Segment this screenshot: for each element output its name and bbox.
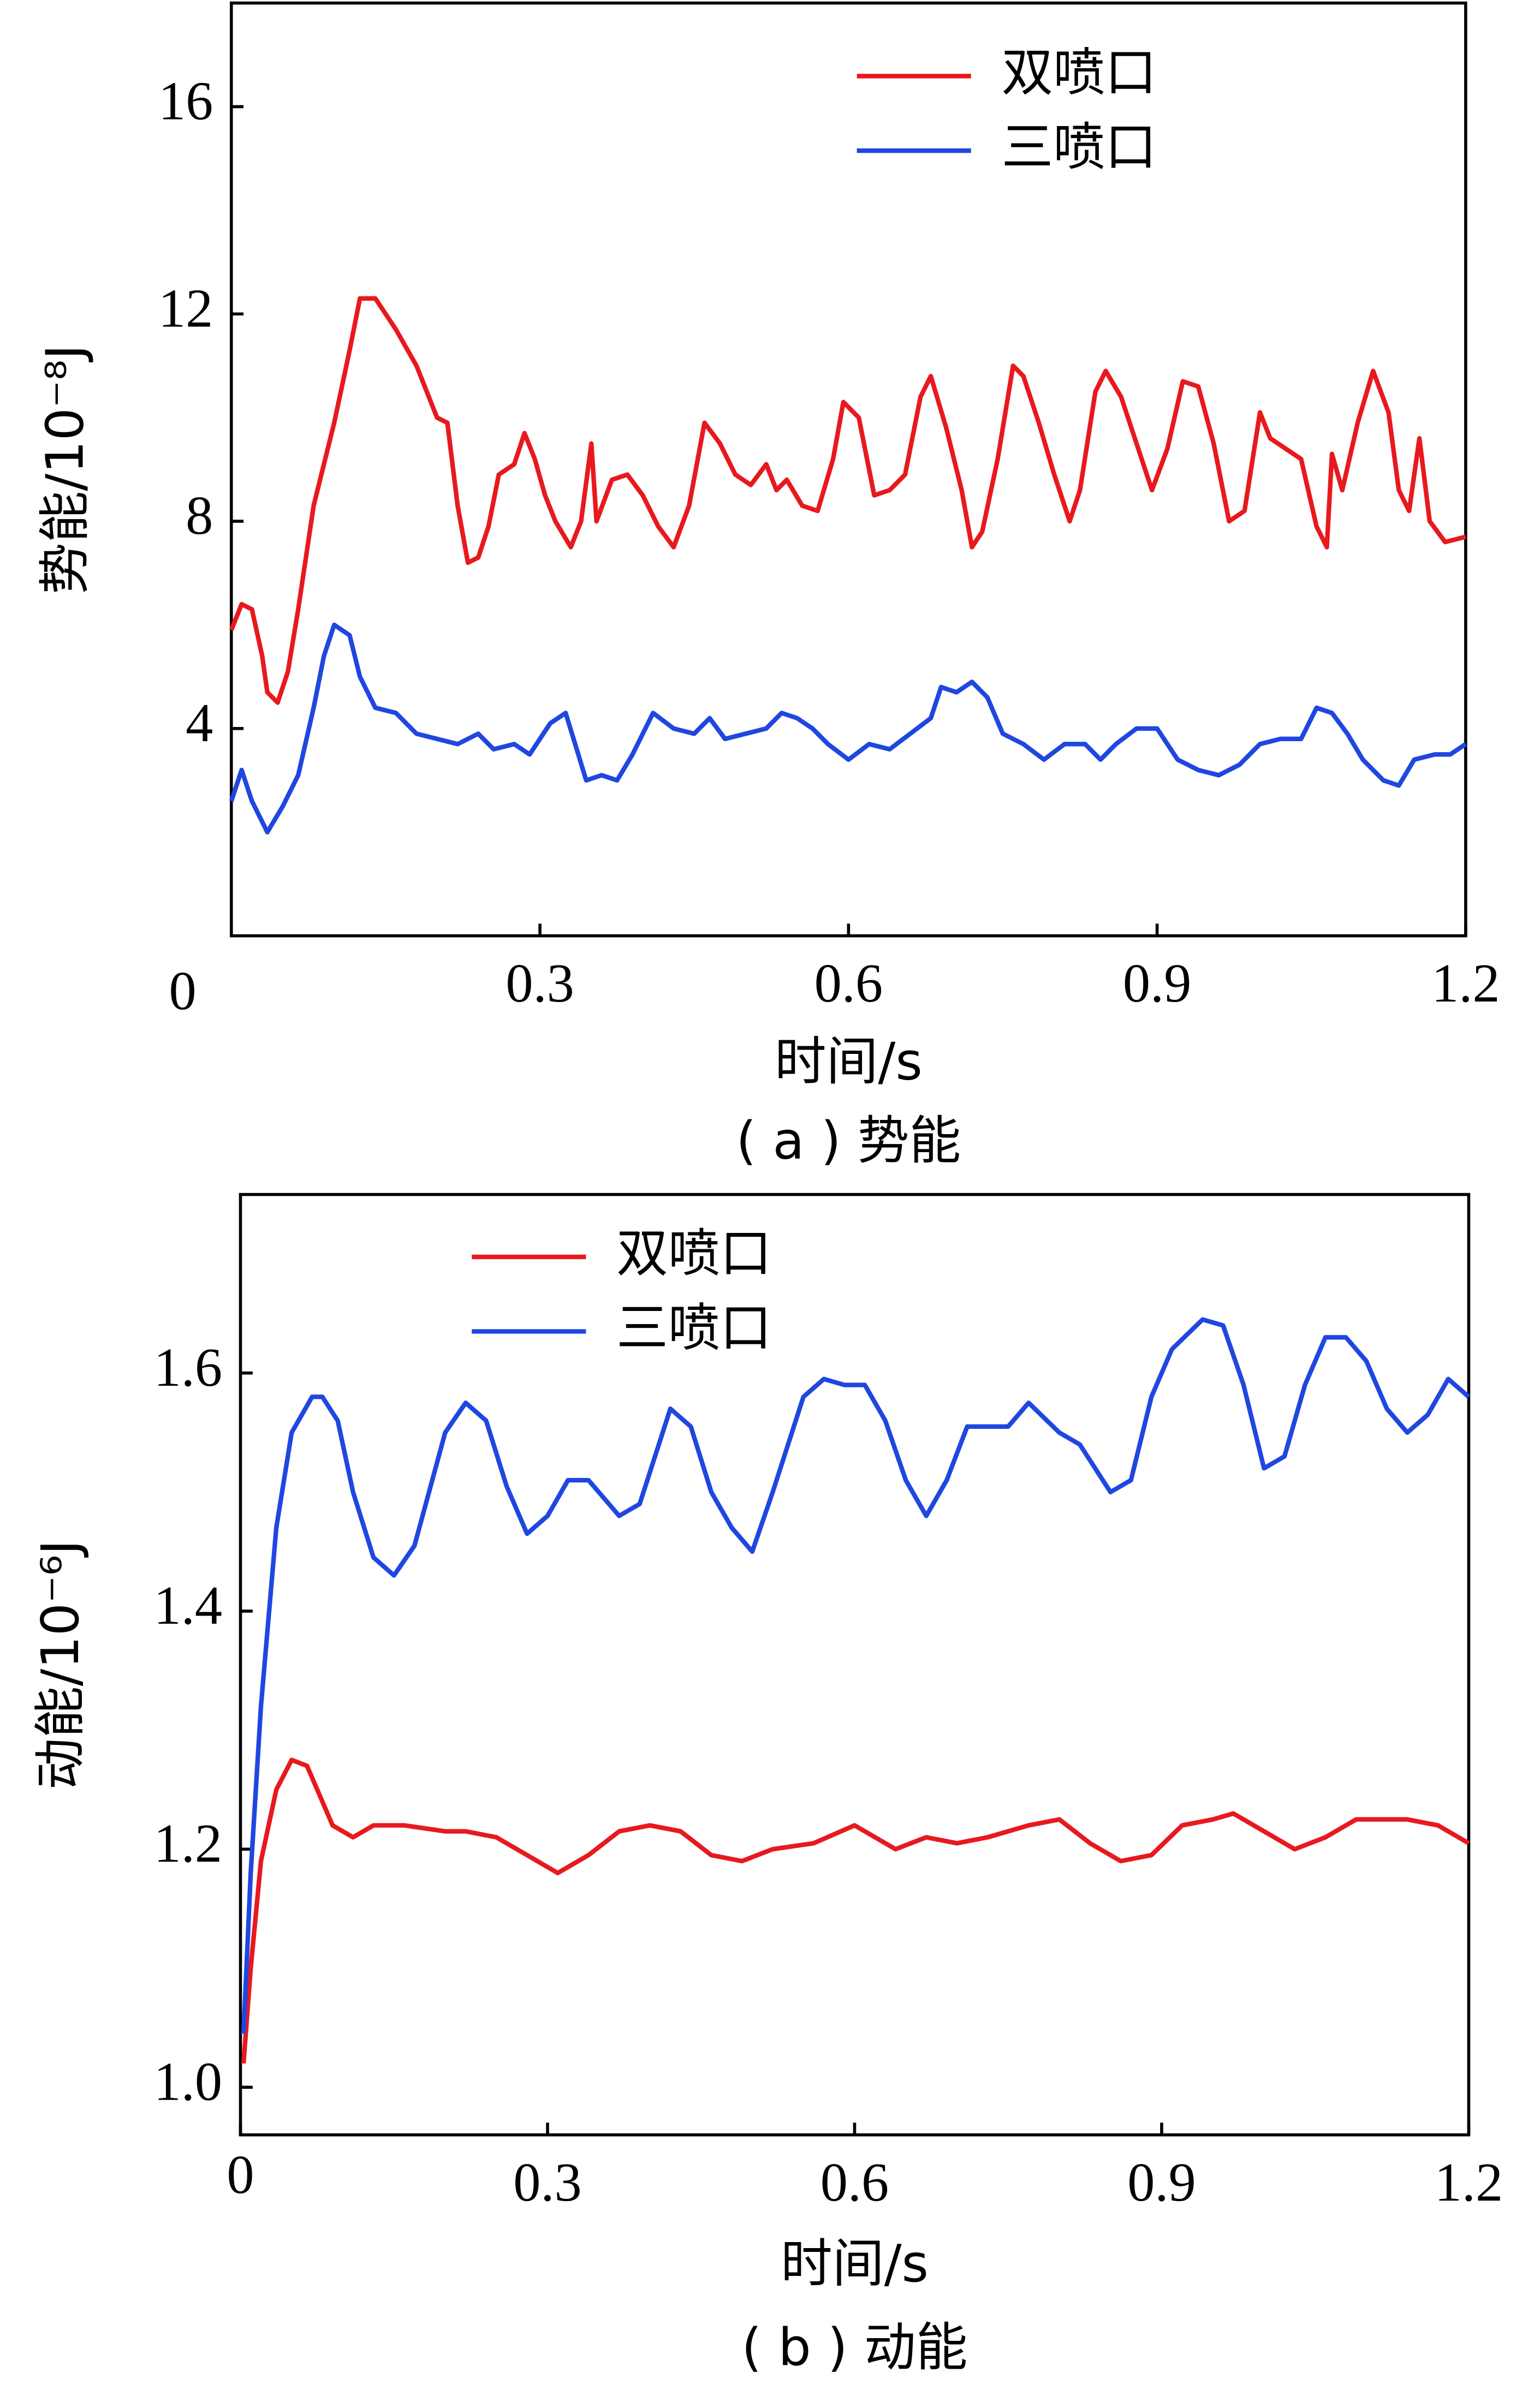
y-tick-label: 4 xyxy=(186,693,213,753)
x-tick-label: 0.6 xyxy=(814,953,883,1014)
chart-caption: ( b ) 动能 xyxy=(741,2317,967,2377)
plot-frame xyxy=(229,1,1467,938)
y-tick-label: 12 xyxy=(158,278,213,338)
y-axis-label: 势能/10⁻⁸J xyxy=(35,344,95,594)
data-line xyxy=(229,296,1466,705)
y-tick-label: 1.0 xyxy=(154,2051,222,2112)
y-tick-label: 1.2 xyxy=(154,1813,222,1874)
y-axis-label: 动能/10⁻⁶J xyxy=(31,1540,91,1790)
x-tick-label: 0.9 xyxy=(1123,953,1191,1014)
x-tick-label: 0.6 xyxy=(821,2152,889,2213)
data-line xyxy=(241,1757,1470,2064)
x-axis-label: 时间/s xyxy=(775,1032,923,1092)
x-tick-label: 1.2 xyxy=(1435,2152,1503,2213)
x-axis-label: 时间/s xyxy=(781,2234,929,2294)
data-line xyxy=(241,1317,1471,2034)
x-tick-label: 0 xyxy=(227,2144,254,2205)
data-line xyxy=(229,622,1467,835)
y-tick-label: 1.6 xyxy=(154,1337,222,1398)
y-tick-label: 16 xyxy=(158,71,213,132)
chart-caption: ( a ) 势能 xyxy=(736,1111,961,1171)
x-tick-label: 1.2 xyxy=(1431,953,1500,1014)
x-tick-label: 0.3 xyxy=(513,2152,581,2213)
legend-label: 三喷口 xyxy=(1002,117,1157,177)
legend-label: 双喷口 xyxy=(1002,43,1157,103)
x-tick-label: 0.9 xyxy=(1127,2152,1196,2213)
x-tick-label: 0.3 xyxy=(506,953,574,1014)
legend-label: 三喷口 xyxy=(616,1298,771,1358)
x-tick-label: 0 xyxy=(169,961,196,1021)
y-tick-label: 1.4 xyxy=(154,1575,222,1636)
y-tick-label: 8 xyxy=(186,485,213,546)
plot-frame xyxy=(239,1193,1471,2137)
legend-label: 双喷口 xyxy=(616,1224,771,1284)
